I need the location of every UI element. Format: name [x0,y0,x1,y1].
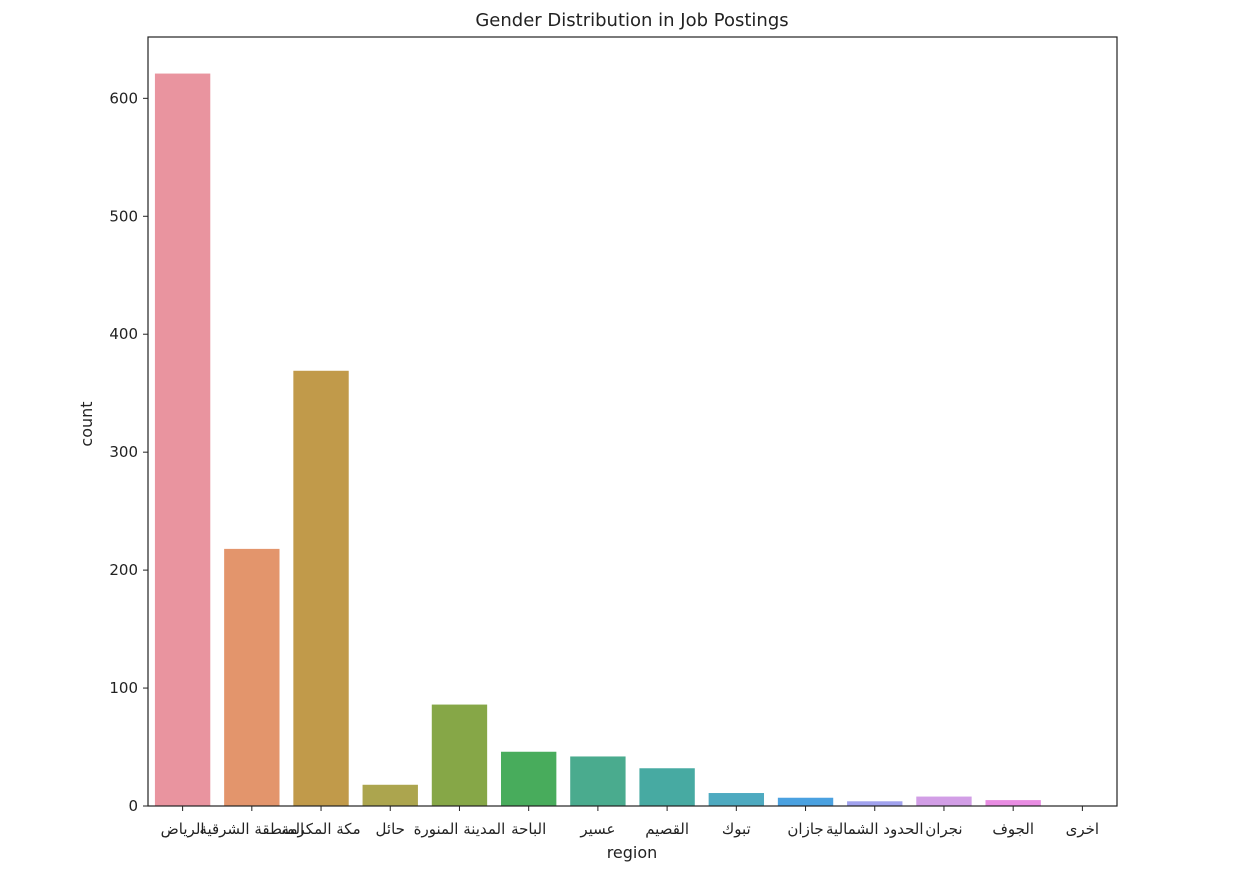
y-axis-label: count [77,401,96,446]
x-tick-label: جازان [787,820,823,838]
bar-2 [293,370,349,806]
x-tick-label: عسير [579,820,615,838]
x-axis-label: region [607,843,658,862]
y-tick-label: 100 [109,679,138,697]
x-tick-label: الرياض [161,820,205,838]
bar-5 [500,751,557,806]
y-tick-label: 600 [109,89,138,107]
bar-12 [985,800,1041,806]
x-tick-label: القصيم [645,820,689,838]
y-tick-label: 0 [128,797,138,815]
x-tick-label: مكة المكرمة [281,820,360,838]
bars-group [154,73,1041,806]
plot-frame [147,36,1118,807]
bar-9 [777,797,834,806]
bar-6 [570,756,626,806]
x-tick-label: تبوك [722,820,751,838]
bar-10 [847,801,903,806]
x-tick-label: المنطقة الشرقية [199,820,304,838]
x-tick-label: نجران [925,820,962,838]
bar-8 [708,793,765,806]
bar-1 [224,548,280,806]
x-tick-label: حائل [376,820,405,838]
x-tick-label: المدينة المنورة [414,820,506,838]
y-tick-label: 500 [109,207,138,225]
bar-11 [916,796,972,806]
y-tick-label: 300 [109,443,138,461]
y-axis: 0 100 200 300 400 500 600 [109,89,148,815]
y-tick-label: 200 [109,561,138,579]
x-tick-label: الباحة [511,820,546,838]
bar-7 [639,768,695,806]
bar-3 [362,784,418,806]
bar-0 [154,73,211,806]
chart-title: Gender Distribution in Job Postings [475,10,788,31]
x-tick-label: اخرى [1066,820,1099,838]
bar-4 [431,704,488,806]
x-tick-label: الجوف [992,820,1034,838]
y-tick-label: 400 [109,325,138,343]
x-tick-label: الحدود الشمالية [826,820,924,838]
